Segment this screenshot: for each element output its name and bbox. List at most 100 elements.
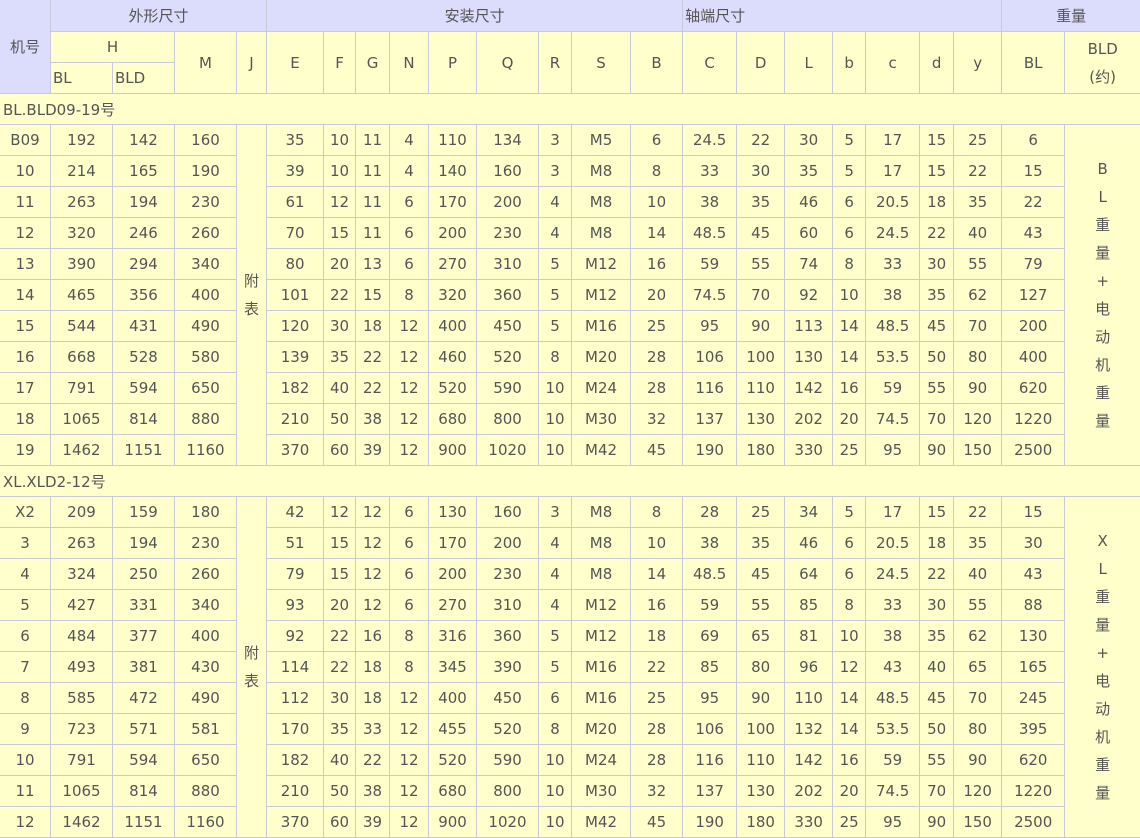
table-cell: 8 [538,341,573,373]
table-cell: 200 [428,558,478,590]
table-cell: 112 [266,682,325,714]
table-cell: 92 [784,279,834,311]
header-col-d: d [919,31,955,94]
header-col-E: E [266,31,325,94]
table-cell: 16 [832,744,867,776]
table-cell: M24 [571,744,632,776]
table-cell: 106 [682,713,738,745]
header-col-L: L [784,31,834,94]
table-row: B09 192 142 160 附表 35 10 11 4 110 134 3 M5 6 24.5 22 30 5… [0,124,1140,466]
table-cell: 10 [0,744,51,776]
table-cell: 35 [784,155,834,187]
table-cell: 9 [0,713,51,745]
header-H-BL: BL [50,62,113,94]
table-cell: 5 [832,124,867,156]
weight-note-line: 量 [1095,616,1111,634]
table-cell: M30 [571,775,632,807]
table-cell: 370 [266,806,325,838]
table-cell: 32 [630,403,684,435]
table-cell: 55 [736,589,786,621]
table-cell: 10 [323,155,357,187]
table-row: 10 214 165 190 39 10 11 4 140 160 3 M8 8 33 30 35 5 17 15 2… [0,155,1140,187]
table-cell: 17 [865,124,921,156]
table-cell: 50 [323,403,357,435]
table-cell: M8 [571,155,632,187]
table-cell: 5 [538,620,573,652]
table-cell: 270 [428,248,478,280]
table-cell: 38 [682,186,738,218]
table-cell: 200 [1001,310,1066,342]
table-cell: 40 [323,372,357,404]
table-cell: M12 [571,589,632,621]
table-row: 3 263 194 230 51 15 12 6 170 200 4 M8 10 38 35 46 6 20.5 1… [0,527,1140,559]
header-H-BLD: BLD [112,62,175,94]
table-cell: 431 [112,310,175,342]
header-install-dims: 安装尺寸 [266,0,684,32]
table-cell: 93 [266,589,325,621]
table-cell: M30 [571,403,632,435]
table-cell: 70 [953,682,1003,714]
header-col-S: S [571,31,632,94]
table-cell: 6 [0,620,51,652]
table-cell: 460 [428,341,478,373]
table-cell: 80 [953,341,1003,373]
table-cell: 10 [538,775,573,807]
table-cell: 194 [112,527,175,559]
table-cell: 4 [538,527,573,559]
table-cell: 30 [919,248,955,280]
table-cell: 40 [919,651,955,683]
table-cell: 17 [0,372,51,404]
table-cell: 70 [736,279,786,311]
table-cell: 22 [355,341,391,373]
table-cell: 35 [736,186,786,218]
section-title: XL.XLD2-12号 [0,465,1140,497]
table-cell: 814 [112,403,175,435]
table-cell: 5 [538,310,573,342]
table-cell: 16 [630,248,684,280]
table-cell: 10 [538,806,573,838]
header-outer-dims: 外形尺寸 [49,0,268,32]
table-cell: 190 [174,155,237,187]
table-cell: 2500 [1001,434,1066,466]
table-cell: 465 [50,279,113,311]
table-cell: 12 [389,775,430,807]
table-cell: 30 [1001,527,1066,559]
table-cell: 310 [476,248,540,280]
table-row: 9 723 571 581 170 35 33 12 455 520 8 M20 28 106 100 132… [0,713,1140,745]
table-cell: 35 [919,279,955,311]
table-cell: 11 [0,186,51,218]
table-cell: 10 [630,527,684,559]
table-cell: 90 [953,744,1003,776]
table-cell: M8 [571,496,632,528]
weight-note-line: 重 [1095,756,1111,774]
table-cell: 32 [630,775,684,807]
table-cell: 230 [174,527,237,559]
table-cell: 55 [919,744,955,776]
table-cell: 520 [428,744,478,776]
table-cell: 880 [174,775,237,807]
table-row: 12 1462 1151 1160 370 60 39 12 900 1020 10 M42 45 190… [0,806,1140,838]
table-cell: 400 [428,682,478,714]
table-cell: M12 [571,620,632,652]
j-note-char: 附 [243,272,259,290]
table-cell: M5 [571,124,632,156]
table-cell: 12 [389,341,430,373]
table-cell: 170 [266,713,325,745]
table-row: 12 320 246 260 70 15 11 6 200 230 4 M8 14 48.5 45 60 6 24… [0,217,1140,249]
table-cell: 10 [538,744,573,776]
table-cell: 165 [1001,651,1066,683]
table-cell: M12 [571,248,632,280]
table-cell: 80 [736,651,786,683]
table-cell: 137 [682,775,738,807]
table-cell: 120 [953,775,1003,807]
table-cell: 22 [953,155,1003,187]
table-cell: 35 [323,341,357,373]
table-cell: 5 [832,496,867,528]
table-cell: 137 [682,403,738,435]
table-cell: 200 [428,217,478,249]
table-cell: 202 [784,403,834,435]
table-cell: 324 [50,558,113,590]
table-cell: 28 [630,744,684,776]
table-cell: 130 [736,775,786,807]
table-cell: 16 [832,372,867,404]
